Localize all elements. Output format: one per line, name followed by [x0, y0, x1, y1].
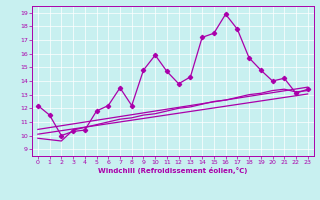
- X-axis label: Windchill (Refroidissement éolien,°C): Windchill (Refroidissement éolien,°C): [98, 167, 247, 174]
